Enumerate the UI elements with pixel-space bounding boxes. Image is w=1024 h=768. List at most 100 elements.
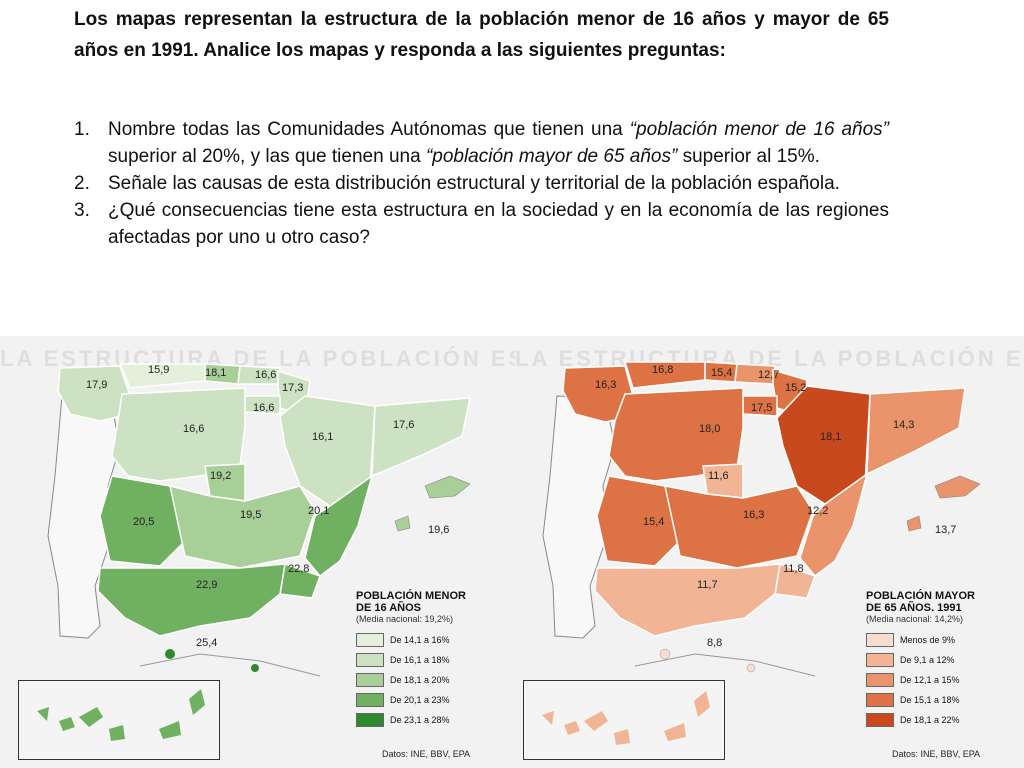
legend-swatch: [866, 673, 894, 687]
region-value-asturias: 16,8: [652, 364, 673, 376]
north-africa-coast: [634, 653, 816, 677]
canary-islands-inset: [523, 680, 725, 760]
legend-title-line1: POBLACIÓN MAYOR: [866, 590, 975, 602]
region-ceuta: [659, 648, 671, 660]
legend-title-line2: DE 16 AÑOS: [356, 602, 422, 614]
legend-label: De 9,1 a 12%: [900, 655, 955, 665]
region-cataluna: [371, 397, 471, 478]
region-castilla-la-mancha: [169, 484, 316, 569]
legend-over-65: POBLACIÓN MAYOR DE 65 AÑOS. 1991 (Media …: [866, 590, 975, 730]
region-value-galicia: 16,3: [595, 379, 616, 391]
legend-national-average: (Media nacional: 14,2%): [866, 614, 964, 624]
data-source: Datos: INE, BBV, EPA: [382, 749, 471, 759]
question-text: superior al 20%, y las que tienen una: [108, 146, 426, 167]
region-cataluna: [866, 387, 966, 476]
region-value-navarra: 17,3: [282, 382, 303, 394]
legend-item: De 9,1 a 12%: [866, 650, 975, 670]
legend-label: De 12,1 a 15%: [900, 675, 960, 685]
region-value-asturias: 15,9: [148, 364, 169, 376]
region-value-cantabria: 18,1: [205, 367, 226, 379]
region-value-madrid: 11,6: [708, 470, 729, 482]
map-population-under-16: LA ESTRUCTURA DE LA POBLACIÓN ESPAÑOLA: [0, 336, 515, 768]
region-value-andalucia: 11,7: [697, 579, 718, 591]
legend-national-average: (Media nacional: 19,2%): [356, 614, 454, 624]
region-value-madrid: 19,2: [210, 470, 231, 482]
over-65-choropleth: 16,8 16,3 15,4 12,7 15,2 17,5 18,0 18,1 …: [542, 361, 981, 703]
legend-swatch: [356, 653, 384, 667]
north-africa-coast: [139, 653, 321, 677]
legend-swatch: [356, 633, 384, 647]
region-value-extremadura: 15,4: [643, 516, 664, 528]
legend-label: De 14,1 a 16%: [390, 635, 450, 645]
question-text: “población menor de 16 años”: [629, 119, 890, 140]
region-value-pais-vasco: 12,7: [758, 369, 779, 381]
region-value-castilla-la-mancha: 19,5: [240, 509, 261, 521]
region-value-aragon: 18,1: [820, 431, 841, 443]
legend-item: De 18,1 a 20%: [356, 670, 466, 690]
region-ceuta: [165, 649, 175, 659]
region-value-ceuta-melilla: 8,8: [707, 637, 722, 649]
legend-label: De 23,1 a 28%: [390, 715, 450, 725]
map-population-over-65: LA ESTRUCTURA DE LA POBLACIÓN ESPAÑOLA 1…: [515, 336, 1024, 768]
region-castilla-y-leon: [111, 387, 246, 482]
legend-label: De 18,1 a 20%: [390, 675, 450, 685]
region-value-valencia: 20,1: [308, 505, 329, 517]
region-value-valencia: 12,2: [807, 505, 828, 517]
exercise-heading: Los mapas representan la estructura de l…: [74, 9, 889, 61]
question-text: Nombre todas las Comunidades Autónomas q…: [108, 119, 630, 140]
region-valencia: [799, 472, 869, 578]
region-value-navarra: 15,2: [785, 382, 806, 394]
region-value-castilla-la-mancha: 16,3: [743, 509, 764, 521]
question-text: superior al 15%.: [677, 146, 820, 167]
canary-islands-map: [542, 691, 710, 745]
legend-item: De 23,1 a 28%: [356, 710, 466, 730]
region-value-galicia: 17,9: [86, 379, 107, 391]
legend-swatch: [866, 713, 894, 727]
question-list: 1. Nombre todas las Comunidades Autónomas…: [74, 116, 889, 251]
question-text: ¿Qué consecuencias tiene esta estructura…: [108, 200, 889, 248]
legend-label: De 16,1 a 18%: [390, 655, 450, 665]
legend-label: Menos de 9%: [900, 635, 956, 645]
region-value-la-rioja: 16,6: [253, 402, 274, 414]
region-value-ceuta-melilla: 25,4: [196, 637, 217, 649]
region-value-cataluna: 14,3: [893, 419, 914, 431]
legend-swatch: [866, 693, 894, 707]
legend-swatch: [356, 713, 384, 727]
legend-item: De 18,1 a 22%: [866, 710, 975, 730]
legend-item: De 20,1 a 23%: [356, 690, 466, 710]
question-item: 3. ¿Qué consecuencias tiene esta estructu…: [74, 197, 889, 251]
question-number: 3.: [74, 200, 90, 221]
region-value-cantabria: 15,4: [711, 367, 732, 379]
legend-under-16: POBLACIÓN MENOR DE 16 AÑOS (Media nacion…: [356, 590, 466, 730]
legend-label: De 20,1 a 23%: [390, 695, 450, 705]
region-value-murcia: 22,8: [288, 563, 309, 575]
region-value-baleares: 13,7: [935, 524, 956, 536]
under-16-choropleth: 15,9 17,9 18,1 16,6 17,3 16,6 16,6 16,1 …: [47, 363, 471, 709]
legend-item: De 15,1 a 18%: [866, 690, 975, 710]
legend-item: De 14,1 a 16%: [356, 630, 466, 650]
region-melilla: [746, 663, 756, 673]
region-value-pais-vasco: 16,6: [255, 369, 276, 381]
region-value-castilla-y-leon: 18,0: [699, 423, 720, 435]
region-galicia: [57, 365, 131, 422]
region-value-murcia: 11,8: [783, 563, 804, 575]
legend-label: De 18,1 a 22%: [900, 715, 960, 725]
legend-title-line1: POBLACIÓN MENOR: [356, 590, 466, 602]
region-baleares: [394, 475, 471, 532]
legend-item: De 12,1 a 15%: [866, 670, 975, 690]
region-baleares: [906, 475, 981, 532]
question-text: Señale las causas de esta distribución e…: [108, 173, 840, 194]
question-number: 1.: [74, 119, 90, 140]
legend-item: Menos de 9%: [866, 630, 975, 650]
region-value-extremadura: 20,5: [133, 516, 154, 528]
data-source: Datos: INE, BBV, EPA: [892, 749, 981, 759]
legend-swatch: [356, 693, 384, 707]
question-item: 1. Nombre todas las Comunidades Autónomas…: [74, 116, 889, 170]
region-castilla-la-mancha: [664, 485, 814, 569]
legend-title-line2: DE 65 AÑOS. 1991: [866, 602, 962, 614]
region-andalucia: [97, 563, 286, 637]
legend-swatch: [866, 633, 894, 647]
region-value-andalucia: 22,9: [196, 579, 217, 591]
region-castilla-y-leon: [608, 387, 744, 482]
question-text: “población mayor de 65 años”: [425, 146, 678, 167]
